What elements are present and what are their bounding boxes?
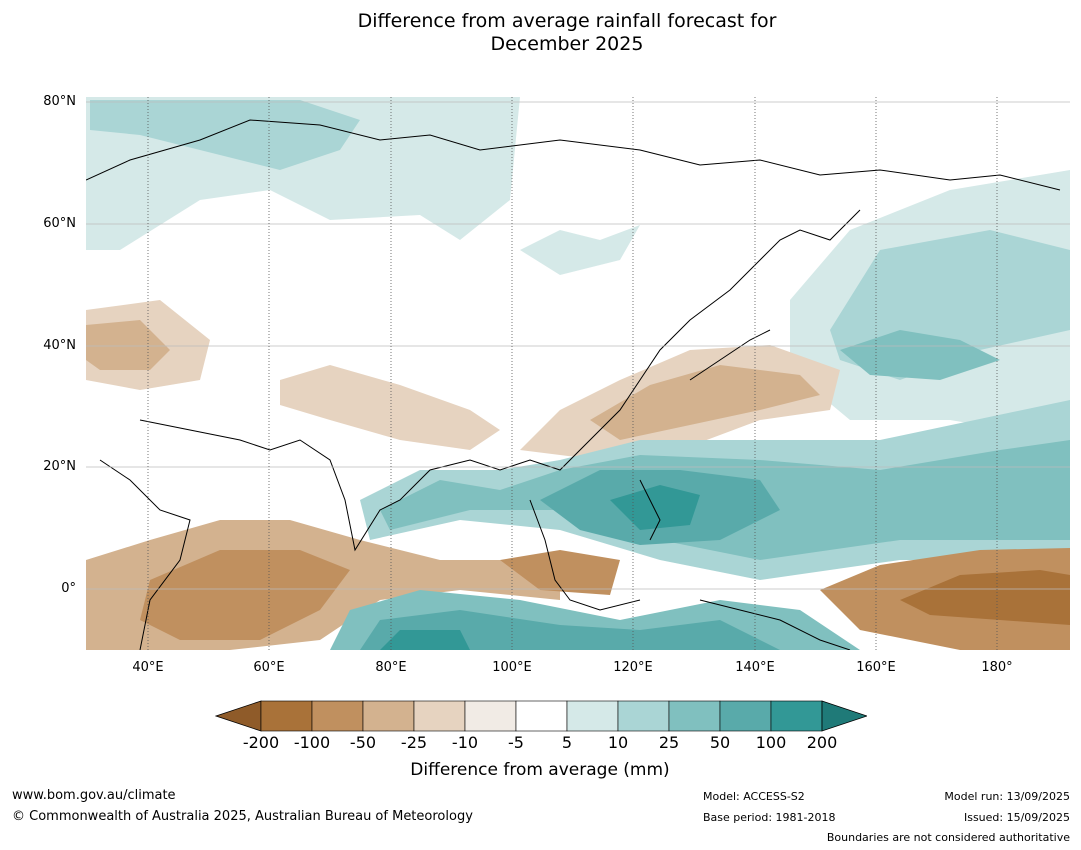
lon-label-80e: 80°E (375, 660, 407, 675)
lat-label-80n: 80°N (43, 94, 76, 109)
colorbar-bin (413, 700, 466, 732)
lat-label-40n: 40°N (43, 338, 76, 353)
colorbar-tick-label: 200 (806, 733, 838, 752)
title-line-2: December 2025 (490, 33, 644, 55)
dry-region-maritime (500, 550, 620, 595)
dry-region-east-asia-core (590, 365, 820, 440)
wet-region-scandinavia (90, 100, 360, 170)
colorbar-bin (515, 700, 568, 732)
colorbar-bin (719, 700, 772, 732)
colorbar (215, 700, 867, 732)
colorbar-tick-label: -25 (400, 733, 428, 752)
colorbar-bin (668, 700, 721, 732)
map-title: Difference from average rainfall forecas… (0, 10, 1081, 56)
lon-label-180: 180° (981, 660, 1013, 675)
lon-label-160e: 160°E (856, 660, 896, 675)
dry-region-central-pacific-core (900, 570, 1070, 625)
longitude-gridlines (147, 97, 998, 650)
footer-url: www.bom.gov.au/climate (12, 788, 176, 803)
colorbar-tick-label: -200 (242, 733, 280, 752)
wet-region-siberia (520, 225, 640, 275)
colorbar-bin (617, 700, 670, 732)
latitude-gridlines (86, 101, 1070, 590)
footer-base-period: Base period: 1981-2018 (703, 811, 836, 824)
colorbar-tick-label: 5 (561, 733, 573, 752)
footer-model-run: Model run: 13/09/2025 (944, 790, 1070, 803)
colorbar-tick-label: 100 (755, 733, 787, 752)
footer-disclaimer: Boundaries are not considered authoritat… (826, 831, 1070, 844)
colorbar-tick-label: -50 (349, 733, 377, 752)
colorbar-tick-label: -100 (293, 733, 331, 752)
colorbar-bin (770, 700, 823, 732)
colorbar-title: Difference from average (mm) (410, 760, 670, 780)
footer-issued: Issued: 15/09/2025 (963, 811, 1070, 824)
anomaly-field (86, 97, 1070, 650)
colorbar-arrow-high (821, 700, 867, 732)
dry-region-himalaya (280, 365, 500, 450)
wet-region-philippines (610, 485, 700, 530)
colorbar-bin (362, 700, 415, 732)
colorbar-bin (566, 700, 619, 732)
colorbar-bin (464, 700, 517, 732)
colorbar-tick-label: -5 (508, 733, 524, 752)
lon-label-40e: 40°E (132, 660, 164, 675)
lat-label-20n: 20°N (43, 459, 76, 474)
lat-label-0: 0° (61, 581, 76, 596)
dry-region-middle-east-core (86, 320, 170, 370)
colorbar-tick-label: -10 (451, 733, 479, 752)
lon-label-120e: 120°E (613, 660, 653, 675)
rainfall-anomaly-map (86, 97, 1070, 650)
dry-region-west-indian-ocean-core (140, 550, 350, 640)
title-line-1: Difference from average rainfall forecas… (357, 10, 777, 32)
footer-model: Model: ACCESS-S2 (703, 790, 805, 803)
colorbar-bin (311, 700, 364, 732)
footer-copyright: © Commonwealth of Australia 2025, Austra… (12, 809, 473, 824)
lon-label-100e: 100°E (492, 660, 532, 675)
lon-label-140e: 140°E (735, 660, 775, 675)
lon-label-60e: 60°E (253, 660, 285, 675)
colorbar-tick-label: 50 (709, 733, 731, 752)
colorbar-tick-label: 25 (658, 733, 680, 752)
colorbar-arrow-low (215, 700, 262, 732)
colorbar-bin (260, 700, 313, 732)
colorbar-tick-label: 10 (607, 733, 629, 752)
wet-region-north-pacific-band (840, 330, 1000, 380)
wet-region-south-indian-ocean-deep (380, 630, 470, 650)
lat-label-60n: 60°N (43, 216, 76, 231)
